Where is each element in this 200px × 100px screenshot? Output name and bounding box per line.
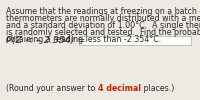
- Text: places.): places.): [141, 84, 174, 93]
- Text: obtaining a reading less than -2.354°C.: obtaining a reading less than -2.354°C.: [6, 35, 161, 44]
- Text: is randomly selected and tested.  Find the probability of: is randomly selected and tested. Find th…: [6, 28, 200, 37]
- Text: (Round your answer to: (Round your answer to: [6, 84, 98, 93]
- Text: P(Z < – 2.354) =: P(Z < – 2.354) =: [6, 36, 86, 44]
- Text: and a standard deviation of 1.00°C.  A single thermometer: and a standard deviation of 1.00°C. A si…: [6, 21, 200, 30]
- Text: thermometers are normally distributed with a mean of 0°C: thermometers are normally distributed wi…: [6, 14, 200, 23]
- FancyBboxPatch shape: [79, 36, 191, 44]
- Text: 4 decimal: 4 decimal: [98, 84, 141, 93]
- Text: Assume that the readings at freezing on a batch of: Assume that the readings at freezing on …: [6, 7, 200, 16]
